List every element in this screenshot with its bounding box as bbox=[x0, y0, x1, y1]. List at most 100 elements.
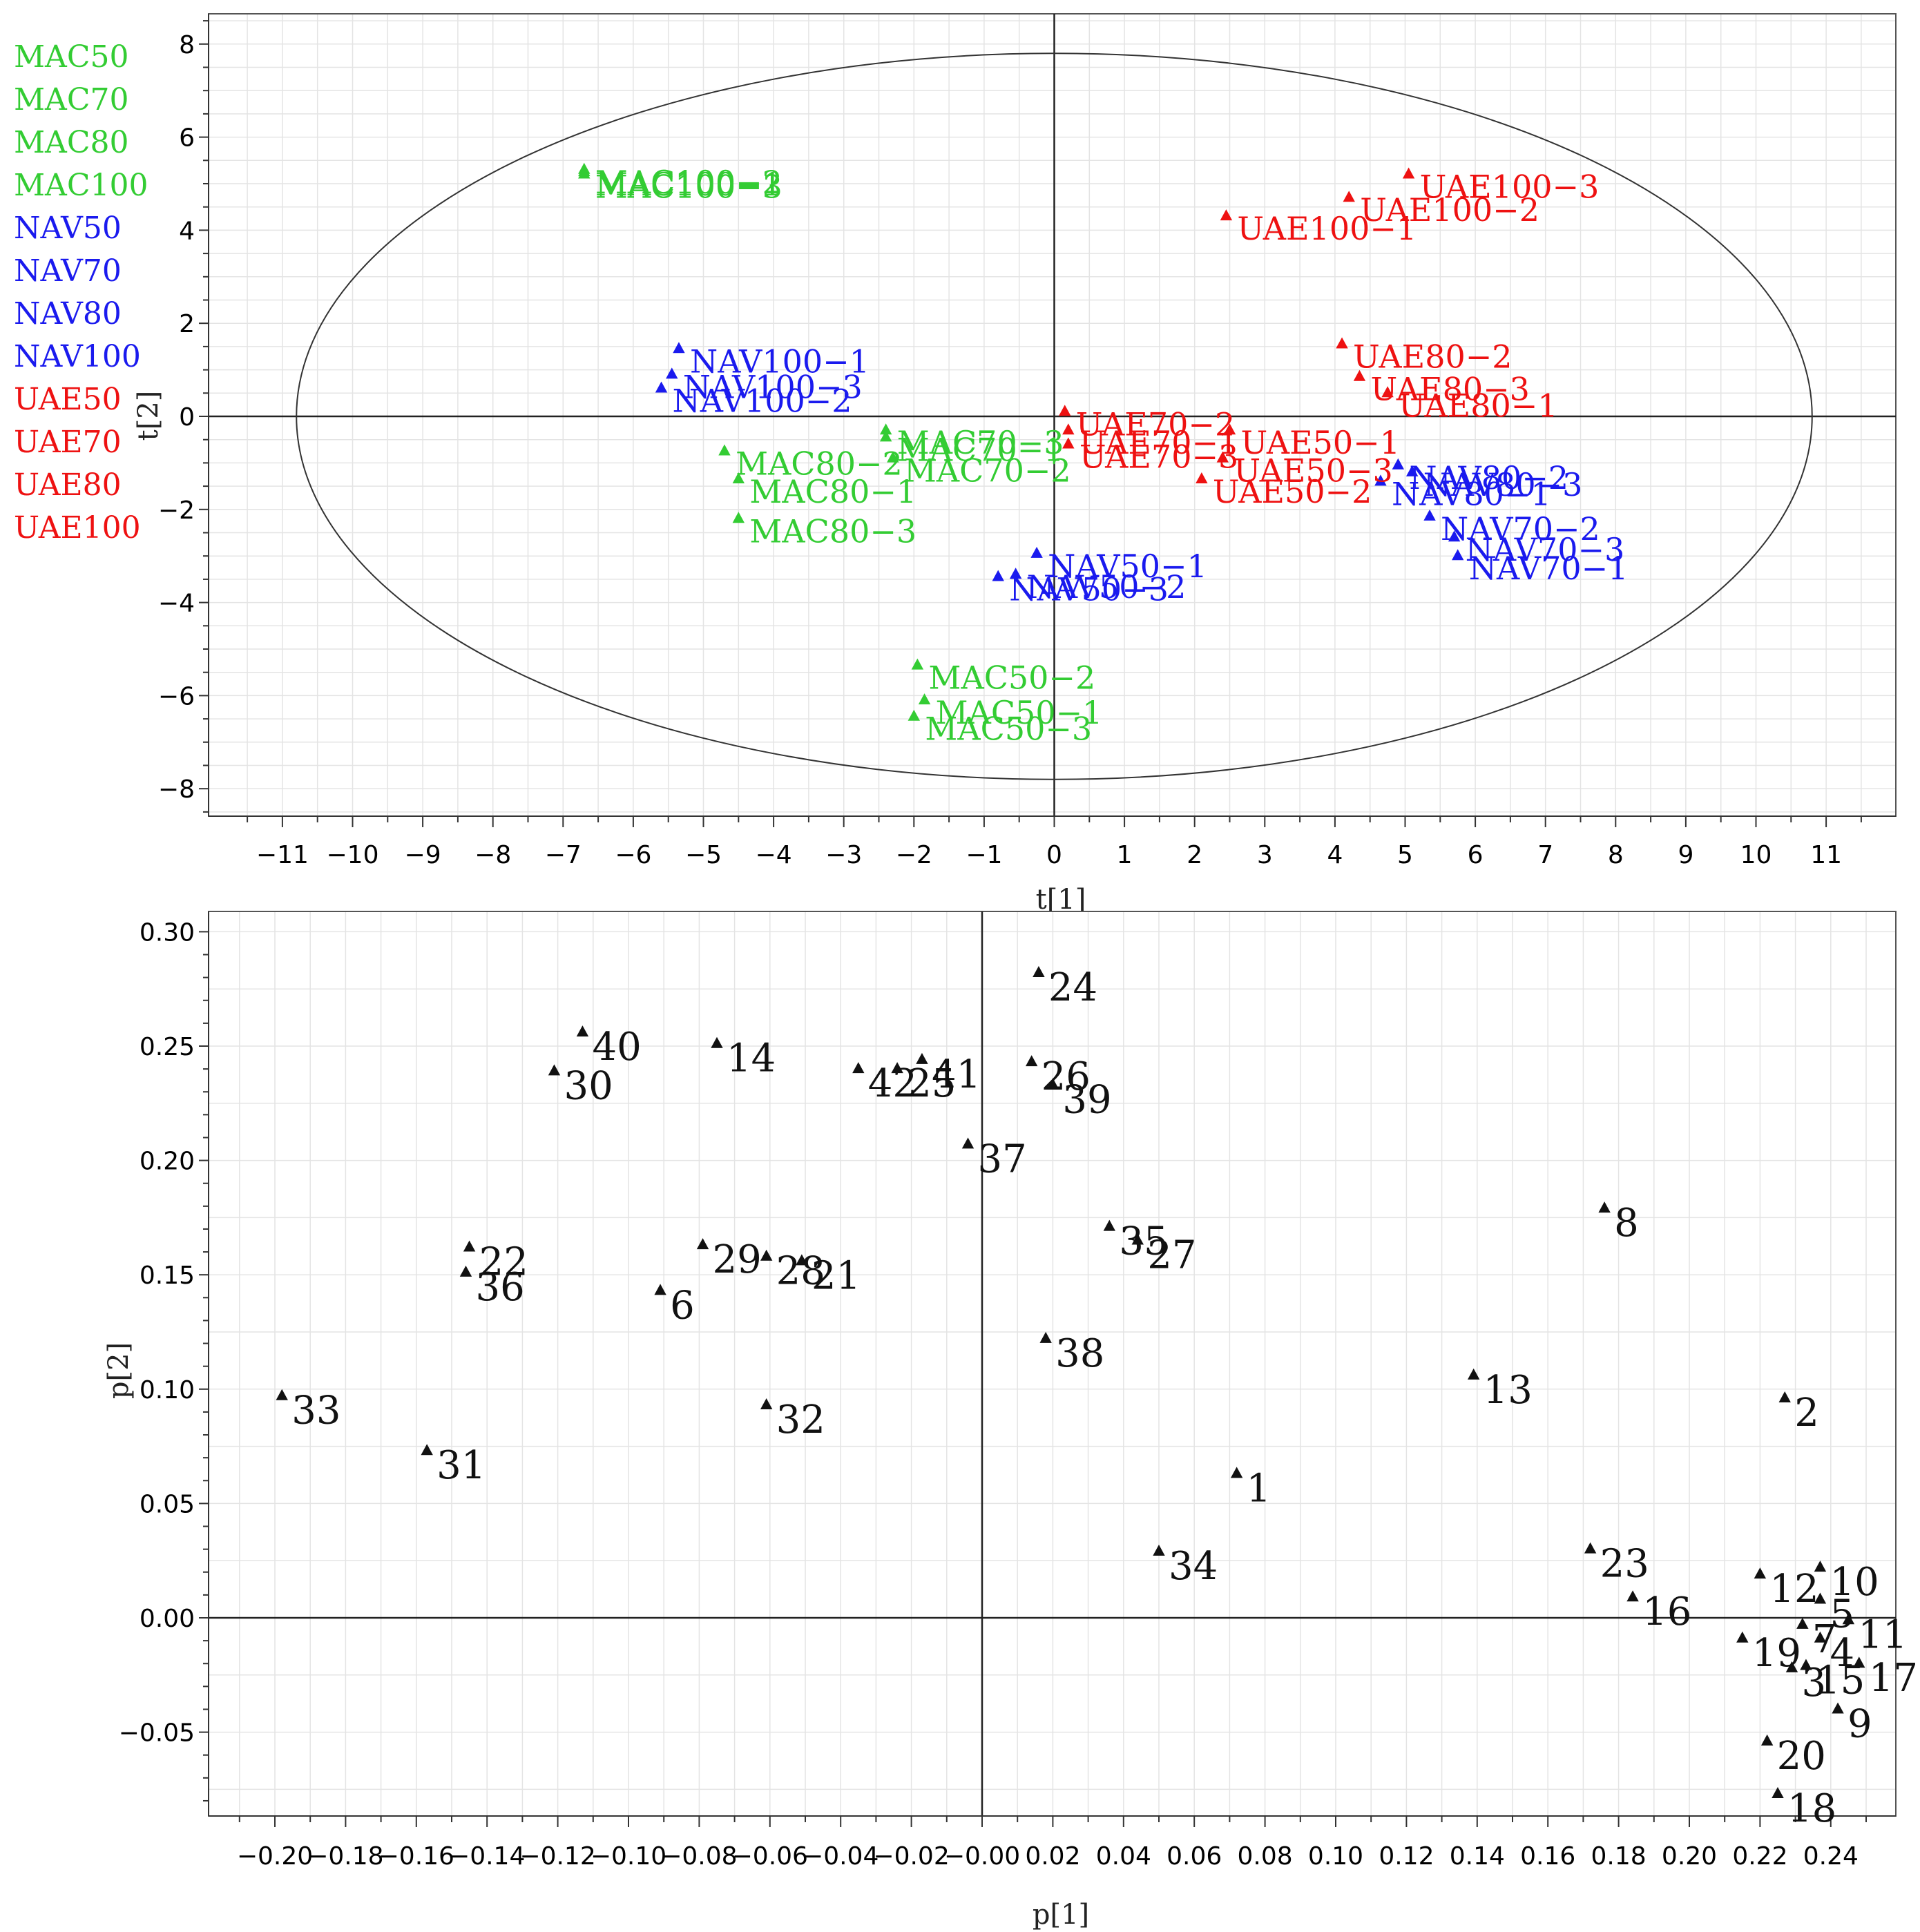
score-x-tick-label: −4 bbox=[756, 841, 792, 869]
loading-point-label: 12 bbox=[1769, 1567, 1818, 1612]
score-y-tick-label: 0 bbox=[179, 403, 195, 432]
score-y-tick-label: −6 bbox=[158, 682, 195, 711]
score-point-label: UAE70−2 bbox=[1076, 405, 1236, 443]
loading-point-marker bbox=[1778, 1391, 1791, 1403]
score-x-tick-label: 10 bbox=[1740, 841, 1772, 869]
loading-x-tick-label: 0.18 bbox=[1591, 1842, 1647, 1871]
loading-x-tick-label: 0.12 bbox=[1379, 1842, 1434, 1871]
legend-item-nav80: NAV80 bbox=[14, 296, 122, 331]
score-plot-area bbox=[209, 14, 1896, 816]
score-point-marker bbox=[666, 367, 678, 379]
loading-point-marker bbox=[916, 1052, 928, 1064]
loading-point-label: 37 bbox=[978, 1137, 1027, 1181]
loading-point-label: 7 bbox=[1812, 1617, 1837, 1662]
score-point-marker bbox=[908, 709, 920, 721]
score-x-tick-label: 1 bbox=[1117, 841, 1133, 869]
score-point-label: MAC80−1 bbox=[749, 473, 916, 510]
loading-point-label: 18 bbox=[1787, 1786, 1836, 1831]
score-point-marker bbox=[1402, 167, 1415, 179]
loading-point-marker bbox=[1131, 1233, 1144, 1245]
score-y-tick-label: −4 bbox=[158, 590, 195, 618]
score-point-marker bbox=[1030, 546, 1043, 558]
score-point-label: MAC80−2 bbox=[736, 445, 903, 483]
loading-x-tick-label: −0.06 bbox=[732, 1842, 808, 1871]
loading-x-tick-label: 0.02 bbox=[1025, 1842, 1080, 1871]
score-point-marker bbox=[673, 342, 685, 354]
score-x-tick-label: 4 bbox=[1327, 841, 1343, 869]
score-x-tick-label: −5 bbox=[685, 841, 722, 869]
loading-y-tick-label: 0.20 bbox=[140, 1148, 195, 1176]
loading-x-tick-label: 0.16 bbox=[1520, 1842, 1575, 1871]
loading-point-marker bbox=[796, 1254, 808, 1266]
score-point-marker bbox=[911, 658, 924, 670]
score-point-marker bbox=[1223, 423, 1236, 435]
loading-point-marker bbox=[1814, 1592, 1827, 1604]
loading-point-label: 29 bbox=[713, 1237, 762, 1282]
score-x-tick-label: 5 bbox=[1397, 841, 1413, 869]
loading-x-tick-label: 0.14 bbox=[1450, 1842, 1505, 1871]
loading-x-tick-label: −0.10 bbox=[591, 1842, 666, 1871]
loading-point-marker bbox=[1467, 1368, 1480, 1380]
score-point-marker bbox=[879, 423, 892, 435]
loading-point-label: 13 bbox=[1484, 1368, 1533, 1413]
legend-item-nav70: NAV70 bbox=[14, 253, 122, 289]
score-plot-panel-a: A t[1] t[2] −11−10−9−8−7−6−5−4−3−2−10123… bbox=[133, 13, 1897, 916]
score-x-tick-label: 0 bbox=[1046, 841, 1062, 869]
loading-x-tick-label: 0.22 bbox=[1732, 1842, 1787, 1871]
loading-x-tick-label: −0.18 bbox=[307, 1842, 383, 1871]
score-point-marker bbox=[879, 430, 892, 442]
score-point-marker bbox=[1423, 509, 1436, 521]
loading-x-tick-label: −0.08 bbox=[661, 1842, 737, 1871]
score-point-label: UAE100−3 bbox=[1420, 168, 1600, 206]
loading-point-label: 23 bbox=[1600, 1542, 1649, 1587]
loading-plot-x-axis-title: p[1] bbox=[1033, 1899, 1089, 1931]
loading-x-tick-label: 0.06 bbox=[1167, 1842, 1222, 1871]
loading-point-marker bbox=[891, 1062, 903, 1074]
loading-point-marker bbox=[1039, 1331, 1052, 1343]
loading-x-tick-label: −0.04 bbox=[803, 1842, 879, 1871]
score-point-label: MAC100−2 bbox=[595, 164, 783, 201]
score-x-tick-label: −3 bbox=[825, 841, 862, 869]
loading-plot-area bbox=[209, 911, 1896, 1816]
loading-point-label: 11 bbox=[1858, 1612, 1907, 1657]
loading-point-marker bbox=[1046, 1078, 1059, 1090]
legend-item-nav100: NAV100 bbox=[14, 339, 141, 374]
loading-x-tick-label: 0.24 bbox=[1803, 1842, 1859, 1871]
loading-point-marker bbox=[1626, 1590, 1639, 1602]
score-x-tick-label: 7 bbox=[1537, 841, 1553, 869]
score-x-tick-label: −11 bbox=[256, 841, 309, 869]
score-point-marker bbox=[1009, 568, 1022, 579]
score-point-label: MAC70−1 bbox=[897, 431, 1064, 468]
score-point-marker bbox=[1062, 423, 1075, 435]
score-point-label: MAC50−1 bbox=[936, 694, 1103, 731]
score-point-label: MAC100−3 bbox=[595, 168, 783, 206]
score-point-label: NAV70−1 bbox=[1469, 550, 1629, 587]
score-point-label: MAC100−1 bbox=[595, 166, 783, 203]
loading-point-marker bbox=[961, 1137, 975, 1149]
loading-point-marker bbox=[1760, 1734, 1774, 1746]
loading-x-tick-label: 0.10 bbox=[1308, 1842, 1363, 1871]
loading-y-tick-label: −0.05 bbox=[119, 1719, 195, 1748]
score-x-tick-label: −7 bbox=[545, 841, 582, 869]
score-x-tick-label: −1 bbox=[966, 841, 1002, 869]
loading-point-label: 14 bbox=[727, 1036, 776, 1081]
loading-point-marker bbox=[576, 1025, 589, 1037]
score-point-marker bbox=[1343, 191, 1355, 202]
loading-point-label: 26 bbox=[1041, 1054, 1091, 1099]
score-y-tick-label: −2 bbox=[158, 496, 195, 525]
hotelling-ellipse bbox=[296, 52, 1813, 780]
loading-point-marker bbox=[711, 1036, 723, 1048]
loading-point-label: 8 bbox=[1614, 1201, 1639, 1246]
score-point-label: MAC70−2 bbox=[904, 452, 1071, 490]
loading-point-marker bbox=[1814, 1561, 1827, 1572]
score-y-tick-label: 8 bbox=[179, 31, 195, 59]
score-x-tick-label: −9 bbox=[405, 841, 441, 869]
score-point-marker bbox=[918, 693, 931, 705]
loading-point-marker bbox=[1853, 1656, 1865, 1668]
score-point-marker bbox=[887, 451, 899, 463]
loading-point-label: 17 bbox=[1869, 1656, 1918, 1701]
score-point-marker bbox=[732, 472, 745, 483]
score-point-label: UAE100−2 bbox=[1360, 191, 1539, 229]
